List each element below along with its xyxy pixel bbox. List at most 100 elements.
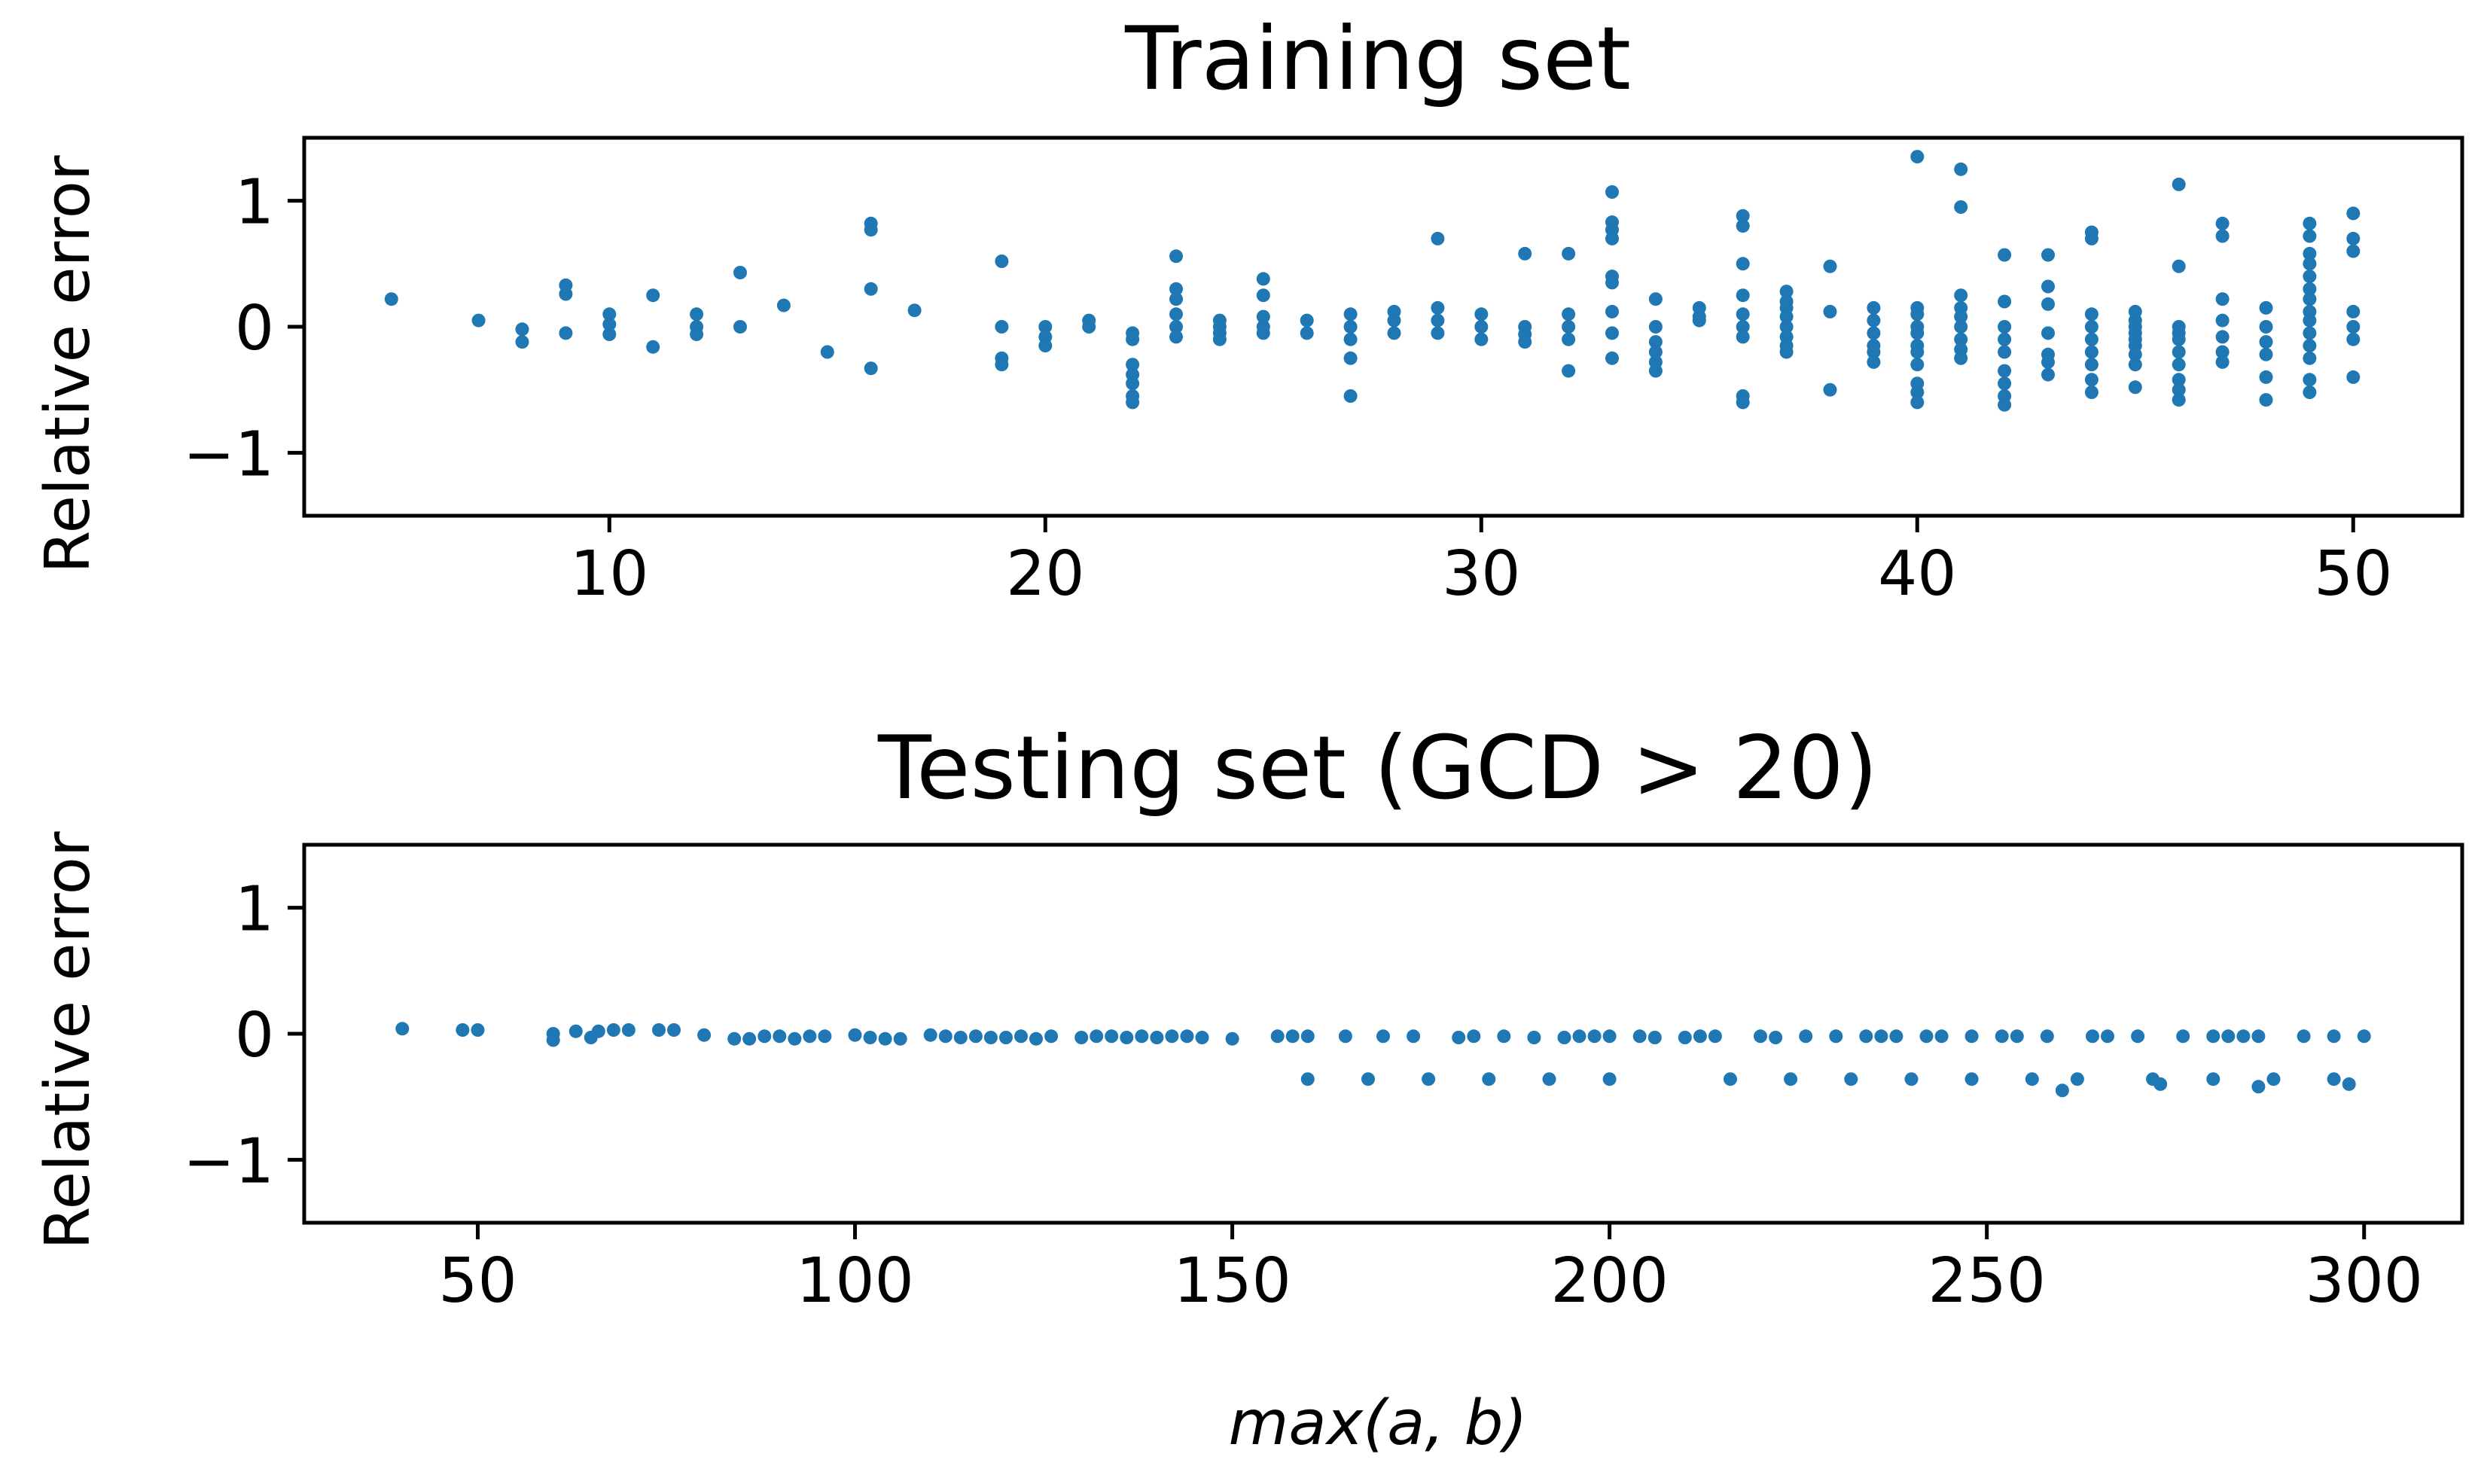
training-point [1212, 332, 1227, 346]
testing-point [1482, 1072, 1496, 1086]
testing-point [1300, 1072, 1315, 1086]
training-point [1126, 395, 1140, 410]
training-point [1126, 358, 1140, 372]
training-point [2128, 358, 2142, 372]
training-point [1998, 248, 2012, 262]
training-point [602, 317, 617, 331]
testing-point [1090, 1029, 1104, 1044]
testing-point [1724, 1072, 1737, 1086]
testing-point [1829, 1029, 1843, 1044]
training-y-tick-label: −1 [183, 419, 274, 490]
training-point [1692, 313, 1706, 328]
training-point [995, 320, 1009, 334]
training-point [1779, 320, 1794, 334]
training-x-tick-label: 50 [2314, 538, 2392, 610]
testing-point [2236, 1029, 2251, 1044]
testing-point [2357, 1029, 2371, 1044]
training-point [1736, 330, 1750, 344]
testing-point [1769, 1031, 1783, 1044]
testing-point [546, 1033, 560, 1047]
training-point [1998, 398, 2012, 412]
training-point [1038, 339, 1053, 353]
testing-point [1422, 1072, 1436, 1086]
training-point [2303, 216, 2317, 230]
testing-point [2101, 1029, 2114, 1044]
training-point [1082, 320, 1096, 334]
testing-point [2070, 1072, 2084, 1086]
testing-point [1799, 1029, 1813, 1044]
testing-point [1934, 1029, 1949, 1044]
training-point [2346, 304, 2361, 318]
testing-point [1919, 1029, 1934, 1044]
testing-point [1859, 1029, 1873, 1044]
testing-point [1225, 1031, 1239, 1046]
testing-point [968, 1029, 983, 1044]
testing-point [568, 1024, 583, 1038]
training-point [2041, 248, 2055, 262]
training-point [690, 307, 704, 321]
training-point [1998, 320, 2012, 334]
testing-point [1376, 1029, 1390, 1044]
training-point [1910, 307, 1925, 321]
training-point [2084, 373, 2099, 387]
training-point [1605, 304, 1619, 318]
testing-y-tick-label: 0 [235, 1000, 274, 1071]
training-plot-frame [302, 136, 2464, 518]
testing-point [999, 1031, 1013, 1044]
testing-point [2251, 1029, 2266, 1044]
training-point [1736, 395, 1750, 410]
training-point [2172, 345, 2186, 359]
testing-point [1338, 1029, 1352, 1044]
testing-point [1995, 1029, 2009, 1044]
training-point [2172, 373, 2186, 387]
testing-point [1557, 1031, 1571, 1044]
training-point [2084, 332, 2099, 346]
training-point [559, 326, 573, 340]
training-point [1474, 332, 1489, 346]
training-point [2303, 282, 2317, 296]
training-point [1038, 320, 1053, 334]
training-point [733, 320, 747, 334]
training-point [1562, 320, 1576, 334]
testing-point [1874, 1029, 1888, 1044]
training-point [2346, 231, 2361, 245]
training-point [2215, 313, 2230, 328]
training-point [2259, 300, 2273, 315]
testing-point [1467, 1029, 1481, 1044]
training-point [2215, 292, 2230, 306]
training-point [602, 328, 617, 341]
training-point [1562, 246, 1576, 261]
training-point [1736, 219, 1750, 233]
testing-point [591, 1024, 605, 1038]
testing-point [621, 1023, 636, 1037]
training-point [1343, 351, 1358, 365]
training-point [1387, 326, 1401, 340]
training-point [1867, 313, 1881, 328]
testing-point [742, 1031, 757, 1046]
training-point [1126, 332, 1140, 346]
testing-point [2153, 1077, 2168, 1091]
training-point [1431, 231, 1445, 245]
training-point [1910, 358, 1925, 372]
training-point [1910, 385, 1925, 399]
training-point [1605, 185, 1619, 199]
training-point [1954, 309, 1968, 324]
testing-point [1105, 1029, 1119, 1044]
training-point [1169, 320, 1183, 334]
testing-y-tick-label: −1 [183, 1126, 274, 1197]
testing-point [1844, 1072, 1858, 1086]
training-point [2303, 385, 2317, 399]
testing-point [1678, 1031, 1692, 1044]
testing-point [1904, 1072, 1919, 1086]
testing-point [667, 1023, 681, 1037]
training-point [1910, 150, 1925, 164]
training-point [2172, 177, 2186, 191]
training-point [1648, 320, 1663, 334]
training-title: Training set [1124, 8, 1631, 110]
testing-point [456, 1023, 470, 1037]
training-x-tick-label: 40 [1878, 538, 1956, 610]
testing-point [1964, 1029, 1979, 1044]
training-point [1998, 332, 2012, 346]
